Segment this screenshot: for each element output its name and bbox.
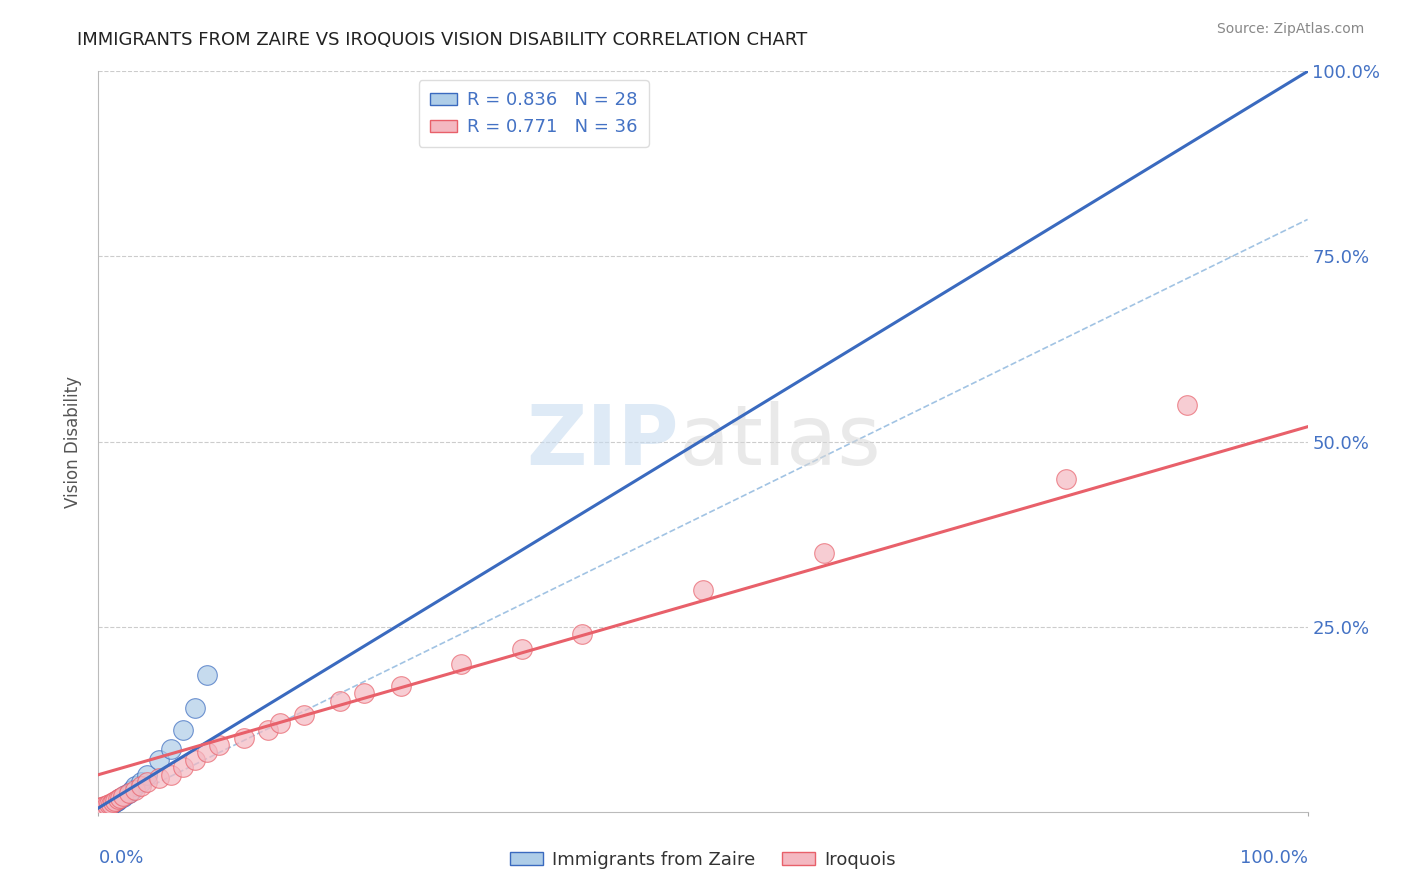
Text: 100.0%: 100.0% <box>1240 849 1308 867</box>
Text: ZIP: ZIP <box>526 401 679 482</box>
Point <box>118 786 141 800</box>
Point <box>100 797 122 812</box>
Point <box>107 792 129 806</box>
Point <box>107 793 129 807</box>
Point <box>172 760 194 774</box>
Point <box>98 798 121 813</box>
Point <box>90 803 112 817</box>
Point <box>129 775 152 789</box>
Point <box>108 791 131 805</box>
Point <box>104 795 127 809</box>
Point <box>148 772 170 786</box>
Point <box>111 789 134 804</box>
Point <box>90 800 112 814</box>
Point <box>108 790 131 805</box>
Point <box>101 796 124 810</box>
Point <box>232 731 254 745</box>
Point <box>100 797 122 811</box>
Point <box>389 679 412 693</box>
Point <box>105 794 128 808</box>
Point <box>114 789 136 803</box>
Point <box>124 782 146 797</box>
Point <box>208 738 231 752</box>
Point <box>96 799 118 814</box>
Point <box>135 767 157 781</box>
Y-axis label: Vision Disability: Vision Disability <box>65 376 83 508</box>
Point <box>510 641 533 656</box>
Point <box>195 746 218 760</box>
Point <box>450 657 472 671</box>
Point <box>111 789 134 804</box>
Point <box>813 546 835 560</box>
Point <box>172 723 194 738</box>
Point <box>97 798 120 813</box>
Point <box>96 798 118 813</box>
Point <box>160 767 183 781</box>
Point <box>329 694 352 708</box>
Text: Source: ZipAtlas.com: Source: ZipAtlas.com <box>1216 22 1364 37</box>
Point <box>98 797 121 812</box>
Point <box>104 794 127 808</box>
Point <box>91 801 114 815</box>
Point <box>93 801 115 815</box>
Point <box>256 723 278 738</box>
Point <box>292 708 315 723</box>
Point <box>101 795 124 809</box>
Point <box>94 800 117 814</box>
Point <box>135 775 157 789</box>
Point <box>148 753 170 767</box>
Point <box>184 701 207 715</box>
Point <box>184 753 207 767</box>
Legend: R = 0.836   N = 28, R = 0.771   N = 36: R = 0.836 N = 28, R = 0.771 N = 36 <box>419 80 648 147</box>
Point <box>89 801 111 815</box>
Point <box>195 667 218 681</box>
Point <box>118 786 141 800</box>
Point <box>121 782 143 797</box>
Point <box>129 779 152 793</box>
Point <box>571 627 593 641</box>
Text: IMMIGRANTS FROM ZAIRE VS IROQUOIS VISION DISABILITY CORRELATION CHART: IMMIGRANTS FROM ZAIRE VS IROQUOIS VISION… <box>77 31 807 49</box>
Text: atlas: atlas <box>679 401 880 482</box>
Point <box>1175 398 1198 412</box>
Legend: Immigrants from Zaire, Iroquois: Immigrants from Zaire, Iroquois <box>503 844 903 876</box>
Point <box>1054 472 1077 486</box>
Point <box>89 803 111 817</box>
Point <box>100 797 122 811</box>
Point <box>91 799 114 814</box>
Point <box>269 715 291 730</box>
Point <box>160 741 183 756</box>
Point <box>91 802 114 816</box>
Point <box>692 582 714 597</box>
Point <box>124 779 146 793</box>
Point <box>93 798 115 813</box>
Text: 0.0%: 0.0% <box>98 849 143 867</box>
Point <box>353 686 375 700</box>
